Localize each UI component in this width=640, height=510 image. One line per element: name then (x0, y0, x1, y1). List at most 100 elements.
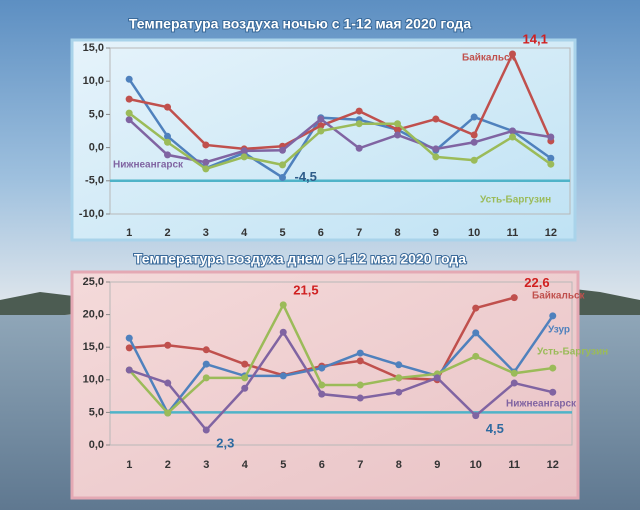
data-point (433, 374, 441, 382)
data-point (472, 352, 480, 360)
data-point (317, 127, 325, 135)
data-point (395, 374, 403, 382)
data-point (355, 107, 363, 115)
data-point (470, 138, 478, 146)
series-name: Байкальск (462, 53, 516, 64)
data-point (202, 165, 210, 173)
data-point (510, 294, 518, 302)
series-name: Нижнеангарск (506, 399, 577, 410)
data-point (164, 132, 171, 140)
series-name: Нижнеангарск (113, 160, 184, 171)
data-point (394, 126, 401, 134)
data-point (279, 301, 287, 309)
data-point (395, 361, 403, 369)
data-point (549, 312, 557, 320)
x-tick-label: 6 (319, 459, 325, 471)
series-name: Узур (548, 325, 570, 336)
data-point (318, 364, 326, 372)
x-tick-label: 1 (126, 459, 132, 471)
y-tick-label: 0,0 (89, 142, 104, 154)
x-tick-label: 8 (394, 227, 400, 239)
data-point (395, 388, 403, 396)
data-label: 4,5 (486, 421, 504, 436)
y-tick-label: -5,0 (85, 175, 104, 187)
data-point (355, 120, 363, 128)
data-point (202, 374, 210, 382)
data-point (125, 334, 133, 342)
series-line (128, 315, 554, 416)
x-tick-label: 9 (433, 227, 439, 239)
data-point (279, 328, 287, 336)
x-tick-label: 2 (165, 459, 171, 471)
series-line (128, 329, 554, 432)
chart-title: Температура воздуха днем с 1-12 мая 2020… (134, 251, 466, 267)
x-tick-label: 4 (242, 459, 249, 471)
data-point (279, 372, 287, 380)
data-point (317, 122, 325, 130)
series-line (128, 302, 553, 415)
chart-panel (70, 38, 577, 242)
data-point (356, 349, 364, 357)
data-point (125, 344, 133, 352)
y-tick-label: 0,0 (89, 439, 104, 451)
data-point (125, 366, 133, 374)
data-point (202, 426, 210, 434)
x-tick-label: 7 (357, 459, 363, 471)
data-point (356, 394, 364, 402)
x-tick-label: 4 (241, 227, 248, 239)
x-tick-label: 6 (318, 227, 324, 239)
data-point (547, 154, 555, 162)
data-point (279, 146, 286, 154)
data-point (125, 116, 133, 124)
data-point (125, 75, 133, 83)
y-tick-label: 10,0 (83, 75, 104, 87)
x-tick-label: 10 (470, 459, 482, 471)
chart-title: Температура воздуха ночью с 1-12 мая 202… (129, 16, 471, 32)
data-label: 22,6 (524, 275, 549, 290)
x-tick-label: 5 (279, 227, 285, 239)
series-line (128, 50, 552, 151)
data-point (164, 151, 171, 159)
x-tick-label: 11 (507, 227, 519, 239)
data-point (432, 145, 440, 153)
series-name: Усть-Баргузин (537, 347, 608, 358)
data-point (164, 341, 172, 349)
data-point (125, 109, 133, 117)
data-label: 21,5 (293, 282, 318, 297)
data-point (240, 153, 248, 161)
data-label: 14,1 (523, 31, 548, 46)
data-point (509, 50, 516, 58)
data-point (356, 357, 364, 365)
data-point (509, 127, 516, 135)
data-point (164, 409, 172, 417)
data-point (355, 144, 363, 152)
series-name: Байкальск (532, 291, 586, 302)
x-tick-label: 9 (434, 459, 440, 471)
data-point (432, 153, 440, 161)
data-point (317, 115, 325, 123)
y-tick-label: 5,0 (89, 406, 104, 418)
data-point (470, 156, 478, 164)
y-tick-label: 20,0 (83, 309, 104, 321)
data-point (318, 381, 326, 389)
y-tick-label: 5,0 (89, 108, 104, 120)
data-point (241, 374, 249, 382)
x-tick-label: 5 (280, 459, 286, 471)
data-point (510, 369, 518, 377)
y-tick-label: 10,0 (83, 374, 104, 386)
data-point (394, 131, 401, 139)
data-point (125, 95, 133, 103)
data-point (432, 115, 440, 123)
data-point (470, 131, 478, 139)
data-point (240, 147, 248, 155)
x-tick-label: 1 (126, 227, 132, 239)
data-point (509, 133, 516, 141)
data-point (472, 329, 480, 337)
data-point (318, 390, 326, 398)
data-point (241, 384, 249, 392)
data-point (472, 304, 480, 312)
y-tick-label: -10,0 (79, 208, 104, 220)
data-label: -4,5 (295, 169, 317, 184)
data-point (202, 346, 210, 354)
